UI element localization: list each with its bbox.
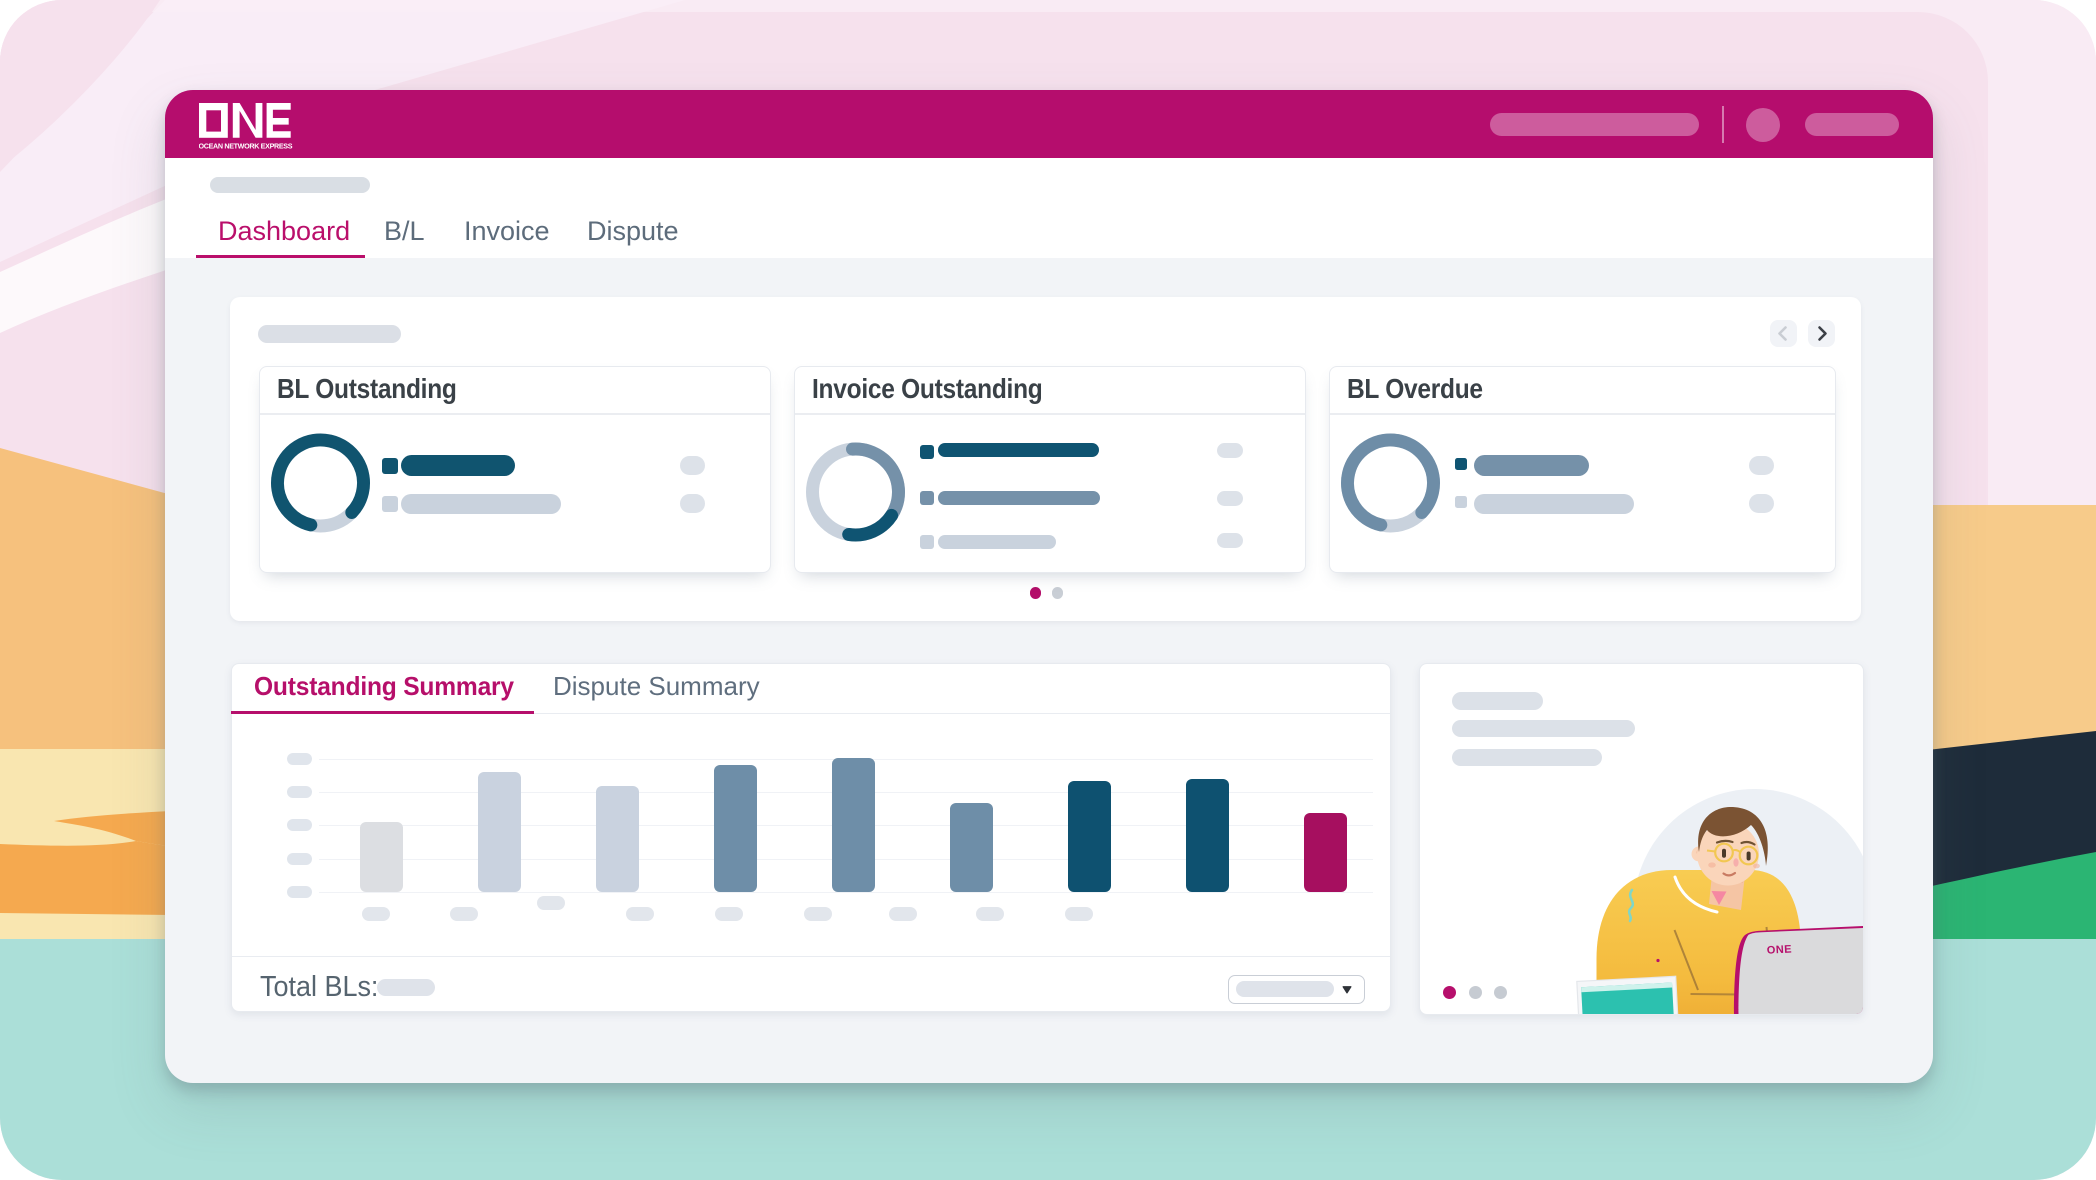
svg-text:ONE: ONE — [1766, 943, 1792, 956]
svg-text:OCEAN NETWORK EXPRESS: OCEAN NETWORK EXPRESS — [199, 141, 293, 150]
